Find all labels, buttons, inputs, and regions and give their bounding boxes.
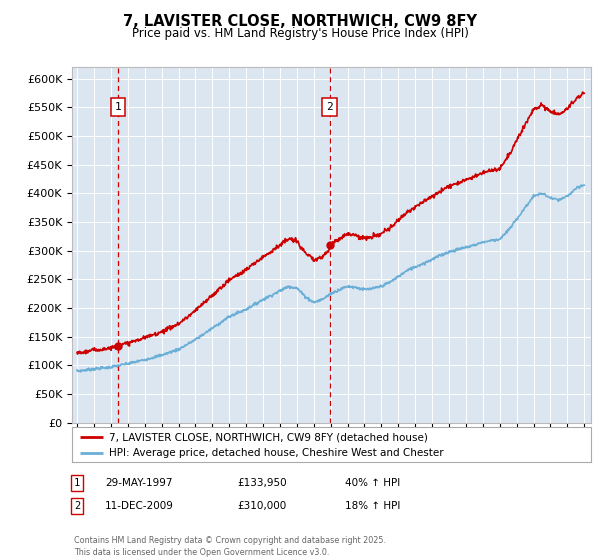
Text: HPI: Average price, detached house, Cheshire West and Chester: HPI: Average price, detached house, Ches… (109, 449, 444, 458)
Text: 29-MAY-1997: 29-MAY-1997 (105, 478, 173, 488)
Text: 1: 1 (115, 102, 121, 113)
Text: £133,950: £133,950 (237, 478, 287, 488)
Text: 11-DEC-2009: 11-DEC-2009 (105, 501, 174, 511)
Text: Price paid vs. HM Land Registry's House Price Index (HPI): Price paid vs. HM Land Registry's House … (131, 27, 469, 40)
Text: 7, LAVISTER CLOSE, NORTHWICH, CW9 8FY: 7, LAVISTER CLOSE, NORTHWICH, CW9 8FY (123, 14, 477, 29)
Text: 2: 2 (74, 501, 80, 511)
Text: 7, LAVISTER CLOSE, NORTHWICH, CW9 8FY (detached house): 7, LAVISTER CLOSE, NORTHWICH, CW9 8FY (d… (109, 432, 428, 442)
Text: Contains HM Land Registry data © Crown copyright and database right 2025.
This d: Contains HM Land Registry data © Crown c… (74, 536, 386, 557)
Text: 2: 2 (326, 102, 333, 113)
Text: 40% ↑ HPI: 40% ↑ HPI (345, 478, 400, 488)
Text: 1: 1 (74, 478, 80, 488)
Text: £310,000: £310,000 (237, 501, 286, 511)
Text: 18% ↑ HPI: 18% ↑ HPI (345, 501, 400, 511)
